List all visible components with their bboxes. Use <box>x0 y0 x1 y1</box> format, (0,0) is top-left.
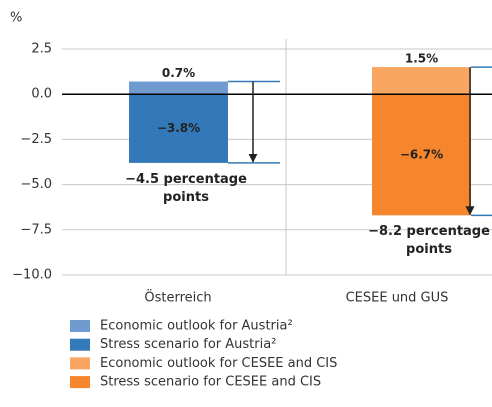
bar <box>372 94 471 216</box>
value-label: −3.8% <box>157 121 200 135</box>
legend-swatch <box>70 376 90 389</box>
y-axis-label: % <box>10 11 22 26</box>
bar <box>372 67 471 95</box>
value-label: −6.7% <box>400 147 443 161</box>
value-label: 1.5% <box>405 52 438 66</box>
legend-label: Stress scenario for Austria² <box>100 337 276 352</box>
legend-label: Stress scenario for CESEE and CIS <box>100 375 321 390</box>
y-tick-label: −2.5 <box>20 132 52 147</box>
x-tick-label: Österreich <box>144 289 211 306</box>
y-tick-label: 0.0 <box>31 87 52 102</box>
annotation: −8.2 percentage points <box>368 224 490 258</box>
value-label: 0.7% <box>162 66 195 80</box>
annotation: −4.5 percentage points <box>125 171 247 205</box>
y-tick-label: 2.5 <box>31 42 52 57</box>
y-tick-label: −7.5 <box>20 222 52 237</box>
y-tick-label: −10.0 <box>12 268 52 283</box>
legend-label: Economic outlook for CESEE and CIS <box>100 356 337 371</box>
legend-swatch <box>70 320 90 332</box>
legend-swatch <box>70 338 90 351</box>
bar <box>129 94 228 163</box>
x-tick-label: CESEE und GUS <box>346 291 449 306</box>
legend-swatch <box>70 357 90 370</box>
bar <box>129 81 228 95</box>
legend-label: Economic outlook for Austria² <box>100 319 293 334</box>
y-tick-label: −5.0 <box>20 177 52 192</box>
